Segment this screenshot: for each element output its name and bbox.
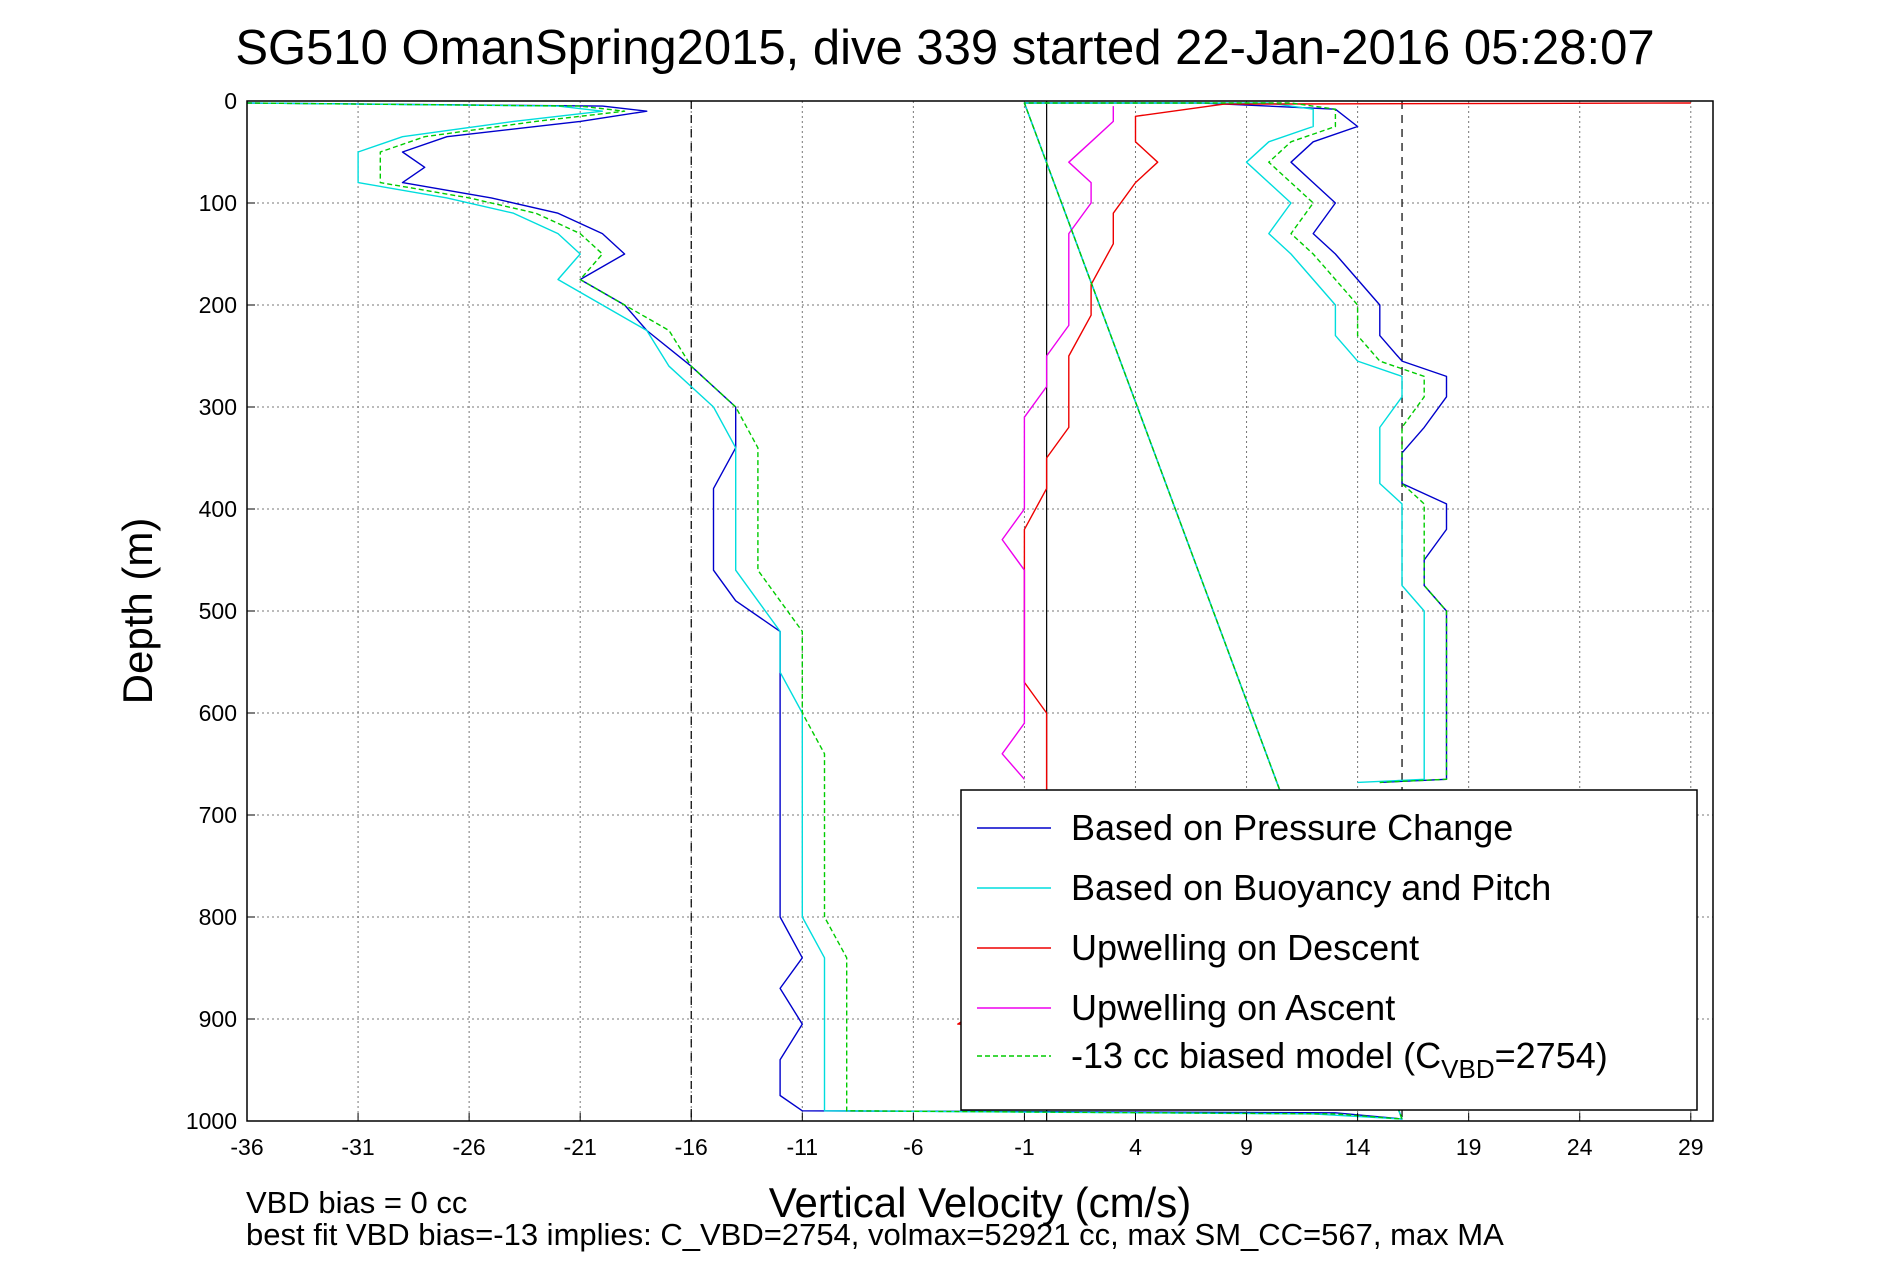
x-tick-label: -31 — [341, 1134, 374, 1160]
y-tick-label: 600 — [199, 700, 237, 726]
y-tick-label: 400 — [199, 496, 237, 522]
x-tick-label: 9 — [1240, 1134, 1253, 1160]
x-tick-label: -11 — [787, 1134, 819, 1160]
legend-label-0: Based on Pressure Change — [1071, 807, 1513, 848]
x-tick-label: 4 — [1129, 1134, 1142, 1160]
x-axis-label: Vertical Velocity (cm/s) — [769, 1179, 1191, 1226]
y-tick-label: 900 — [199, 1006, 237, 1032]
x-tick-label: -6 — [903, 1134, 923, 1160]
y-tick-label: 700 — [199, 802, 237, 828]
legend-label-2: Upwelling on Descent — [1071, 927, 1419, 968]
x-tick-label: 14 — [1345, 1134, 1371, 1160]
x-tick-label: 19 — [1456, 1134, 1482, 1160]
legend-box — [960, 789, 1698, 1111]
x-tick-label: -36 — [230, 1134, 263, 1160]
legend-label-4: -13 cc biased model (CVBD=2754) — [1071, 1035, 1608, 1084]
x-tick-label: 29 — [1678, 1134, 1704, 1160]
y-tick-label: 800 — [199, 904, 237, 930]
x-tick-label: -26 — [452, 1134, 485, 1160]
y-tick-label: 0 — [224, 88, 237, 114]
footer-line-1: VBD bias = 0 cc — [246, 1185, 467, 1220]
legend-label-3: Upwelling on Ascent — [1071, 987, 1395, 1028]
x-tick-label: -1 — [1014, 1134, 1034, 1160]
series-line-0 — [246, 102, 1448, 1120]
legend: Based on Pressure Change Based on Buoyanc… — [960, 789, 1698, 1111]
tick-layer: -36 -31 -26 -21 -16 -11 -6 -1 4 9 14 19 24 29 0 100 200 3… — [186, 88, 1704, 1160]
y-tick-label: 200 — [199, 292, 237, 318]
y-tick-label: 100 — [199, 190, 237, 216]
x-tick-label: 24 — [1567, 1134, 1593, 1160]
series-line-4 — [246, 102, 1448, 1120]
footer-line-2: best fit VBD bias=-13 implies: C_VBD=275… — [246, 1217, 1504, 1252]
y-tick-label: 500 — [199, 598, 237, 624]
y-axis-label: Depth (m) — [114, 518, 161, 705]
plot-title: SG510 OmanSpring2015, dive 339 started 2… — [235, 21, 1654, 75]
series-line-1 — [246, 102, 1425, 1120]
y-tick-label: 1000 — [186, 1108, 237, 1134]
x-tick-label: -16 — [675, 1134, 708, 1160]
legend-entries: Based on Pressure Change Based on Buoyanc… — [977, 807, 1608, 1084]
legend-label-1: Based on Buoyancy and Pitch — [1071, 867, 1551, 908]
y-tick-label: 300 — [199, 394, 237, 420]
series-line-3 — [1001, 106, 1115, 780]
x-tick-label: -21 — [564, 1134, 597, 1160]
series-layer — [246, 102, 1691, 1120]
